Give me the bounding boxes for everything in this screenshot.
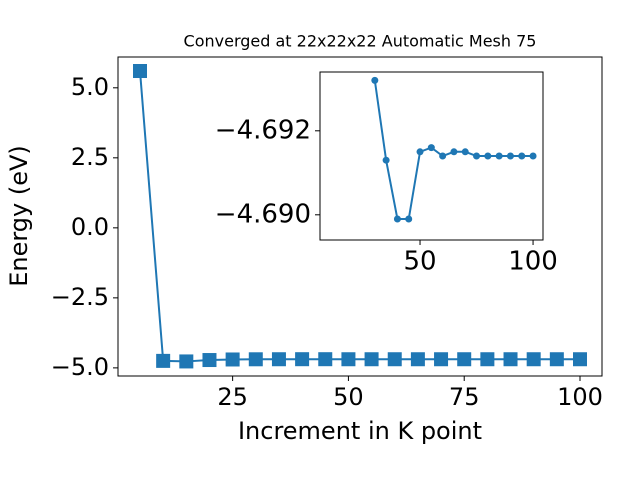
data-point [133, 64, 147, 79]
data-point [450, 148, 458, 156]
data-point [495, 152, 503, 160]
data-point [573, 352, 587, 367]
data-point [179, 354, 194, 369]
data-point [434, 352, 449, 367]
data-point [410, 352, 425, 367]
data-point [473, 152, 481, 160]
data-point [484, 152, 492, 160]
data-point [387, 352, 402, 367]
data-point [393, 215, 401, 223]
data-point [225, 352, 240, 367]
data-point [549, 352, 564, 367]
chart-title: Converged at 22x22x22 Automatic Mesh 75 [184, 32, 537, 51]
x-tick-label: 100 [557, 383, 603, 411]
x-tick-label: 25 [217, 383, 248, 411]
data-point [318, 352, 333, 367]
y-tick-label: −2.5 [51, 283, 109, 311]
data-point [506, 152, 514, 160]
data-point [371, 76, 379, 84]
data-point [156, 353, 171, 368]
x-tick-label: 75 [449, 383, 480, 411]
x-tick-label: 50 [403, 247, 436, 277]
data-point [427, 144, 435, 152]
data-point [529, 152, 537, 160]
data-point [439, 152, 447, 160]
x-tick-label: 50 [333, 383, 364, 411]
data-point [202, 353, 217, 368]
data-point [295, 352, 310, 367]
y-axis-label: Energy (eV) [5, 145, 33, 287]
data-point [405, 215, 413, 223]
data-point [341, 352, 356, 367]
y-tick-label: −5.0 [51, 353, 109, 381]
data-point [248, 352, 263, 367]
data-point [364, 352, 379, 367]
x-tick-label: 100 [508, 247, 558, 277]
y-tick-label: −4.692 [215, 115, 311, 145]
data-point [518, 152, 526, 160]
data-point [480, 352, 495, 367]
y-tick-label: 5.0 [71, 73, 109, 101]
data-point [457, 352, 472, 367]
data-point [503, 352, 518, 367]
y-tick-label: 2.5 [71, 143, 109, 171]
x-axis-label: Increment in K point [238, 417, 482, 445]
data-point [526, 352, 541, 367]
y-tick-label: 0.0 [71, 213, 109, 241]
data-point [271, 352, 286, 367]
data-point [461, 148, 469, 156]
data-point [416, 148, 424, 156]
y-tick-label: −4.690 [215, 199, 311, 229]
data-point [382, 156, 390, 164]
